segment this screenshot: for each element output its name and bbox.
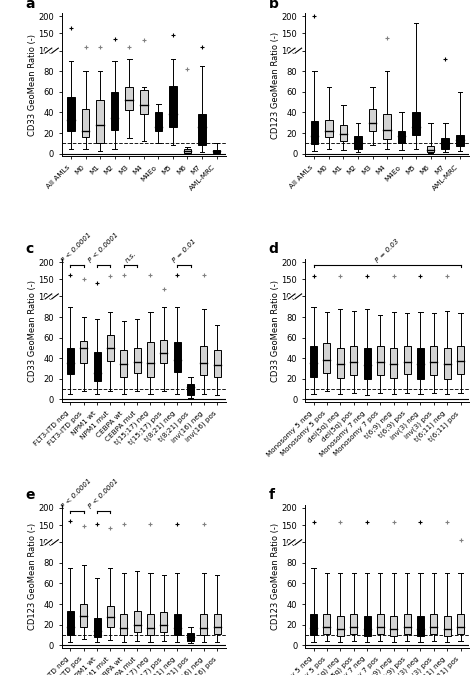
Bar: [67, 348, 74, 374]
Bar: [134, 348, 141, 373]
Bar: [214, 350, 221, 377]
Bar: [354, 136, 362, 148]
Bar: [93, 618, 100, 637]
Bar: [147, 342, 154, 377]
Bar: [369, 109, 376, 131]
Bar: [417, 348, 424, 379]
Bar: [155, 113, 162, 131]
Y-axis label: CD33 GeoMean Ratio (-): CD33 GeoMean Ratio (-): [271, 279, 280, 382]
Bar: [93, 352, 100, 381]
Bar: [350, 346, 357, 375]
Text: P < 0.0001: P < 0.0001: [61, 478, 93, 510]
Text: P < 0.0001: P < 0.0001: [88, 478, 120, 510]
Bar: [80, 341, 87, 363]
Bar: [364, 616, 371, 636]
Text: P < 0.0001: P < 0.0001: [61, 232, 93, 264]
Bar: [310, 121, 318, 144]
Bar: [111, 92, 118, 130]
Bar: [377, 614, 384, 634]
Bar: [350, 614, 357, 634]
Bar: [140, 90, 147, 115]
Bar: [201, 614, 208, 635]
Bar: [310, 614, 317, 635]
Bar: [187, 633, 194, 641]
Bar: [412, 113, 420, 135]
Bar: [198, 115, 206, 145]
Bar: [337, 348, 344, 378]
Bar: [364, 348, 371, 379]
Text: a: a: [26, 0, 35, 11]
Bar: [134, 612, 141, 632]
Y-axis label: CD123 GeoMean Ratio (-): CD123 GeoMean Ratio (-): [271, 523, 280, 630]
Bar: [96, 100, 104, 143]
Bar: [107, 335, 114, 361]
Bar: [214, 614, 221, 634]
Y-axis label: CD33 GeoMean Ratio (-): CD33 GeoMean Ratio (-): [28, 279, 37, 382]
Bar: [213, 150, 220, 153]
Bar: [201, 346, 208, 375]
Y-axis label: CD123 GeoMean Ratio (-): CD123 GeoMean Ratio (-): [28, 523, 37, 630]
Bar: [67, 612, 74, 635]
Bar: [187, 384, 194, 396]
Bar: [456, 135, 464, 146]
Bar: [107, 606, 114, 626]
Bar: [160, 612, 167, 632]
Bar: [120, 350, 127, 377]
Bar: [82, 109, 90, 137]
Text: P = 0.03: P = 0.03: [374, 238, 400, 264]
Bar: [441, 138, 449, 148]
Bar: [325, 119, 333, 137]
Text: P < 0.0001: P < 0.0001: [88, 232, 120, 264]
Bar: [457, 614, 464, 634]
Y-axis label: CD33 GeoMean Ratio (-): CD33 GeoMean Ratio (-): [28, 34, 37, 136]
Bar: [383, 115, 391, 139]
Bar: [444, 348, 451, 379]
Bar: [417, 616, 424, 636]
Bar: [174, 342, 181, 372]
Bar: [457, 346, 464, 374]
Text: P = 0.01: P = 0.01: [171, 238, 197, 264]
Bar: [390, 348, 397, 378]
Bar: [80, 604, 87, 626]
Bar: [340, 125, 347, 141]
Bar: [430, 346, 438, 375]
Text: f: f: [269, 488, 275, 502]
Bar: [427, 146, 435, 152]
Bar: [120, 614, 127, 635]
Bar: [404, 614, 410, 634]
Bar: [390, 616, 397, 636]
Bar: [323, 614, 330, 634]
Text: b: b: [269, 0, 279, 11]
Bar: [160, 340, 167, 363]
Text: e: e: [26, 488, 35, 502]
Bar: [126, 86, 133, 111]
Text: d: d: [269, 242, 279, 256]
Bar: [147, 614, 154, 635]
Bar: [174, 614, 181, 635]
Bar: [430, 614, 438, 634]
Text: c: c: [26, 242, 34, 256]
Bar: [183, 148, 191, 153]
Bar: [404, 346, 410, 374]
Y-axis label: CD123 GeoMean Ratio (-): CD123 GeoMean Ratio (-): [271, 32, 280, 138]
Bar: [337, 616, 344, 636]
Bar: [377, 346, 384, 375]
Bar: [310, 346, 317, 377]
Bar: [323, 343, 330, 373]
Bar: [444, 616, 451, 636]
Bar: [67, 97, 75, 131]
Bar: [398, 131, 405, 143]
Bar: [169, 86, 177, 127]
Text: n.s.: n.s.: [124, 251, 137, 264]
